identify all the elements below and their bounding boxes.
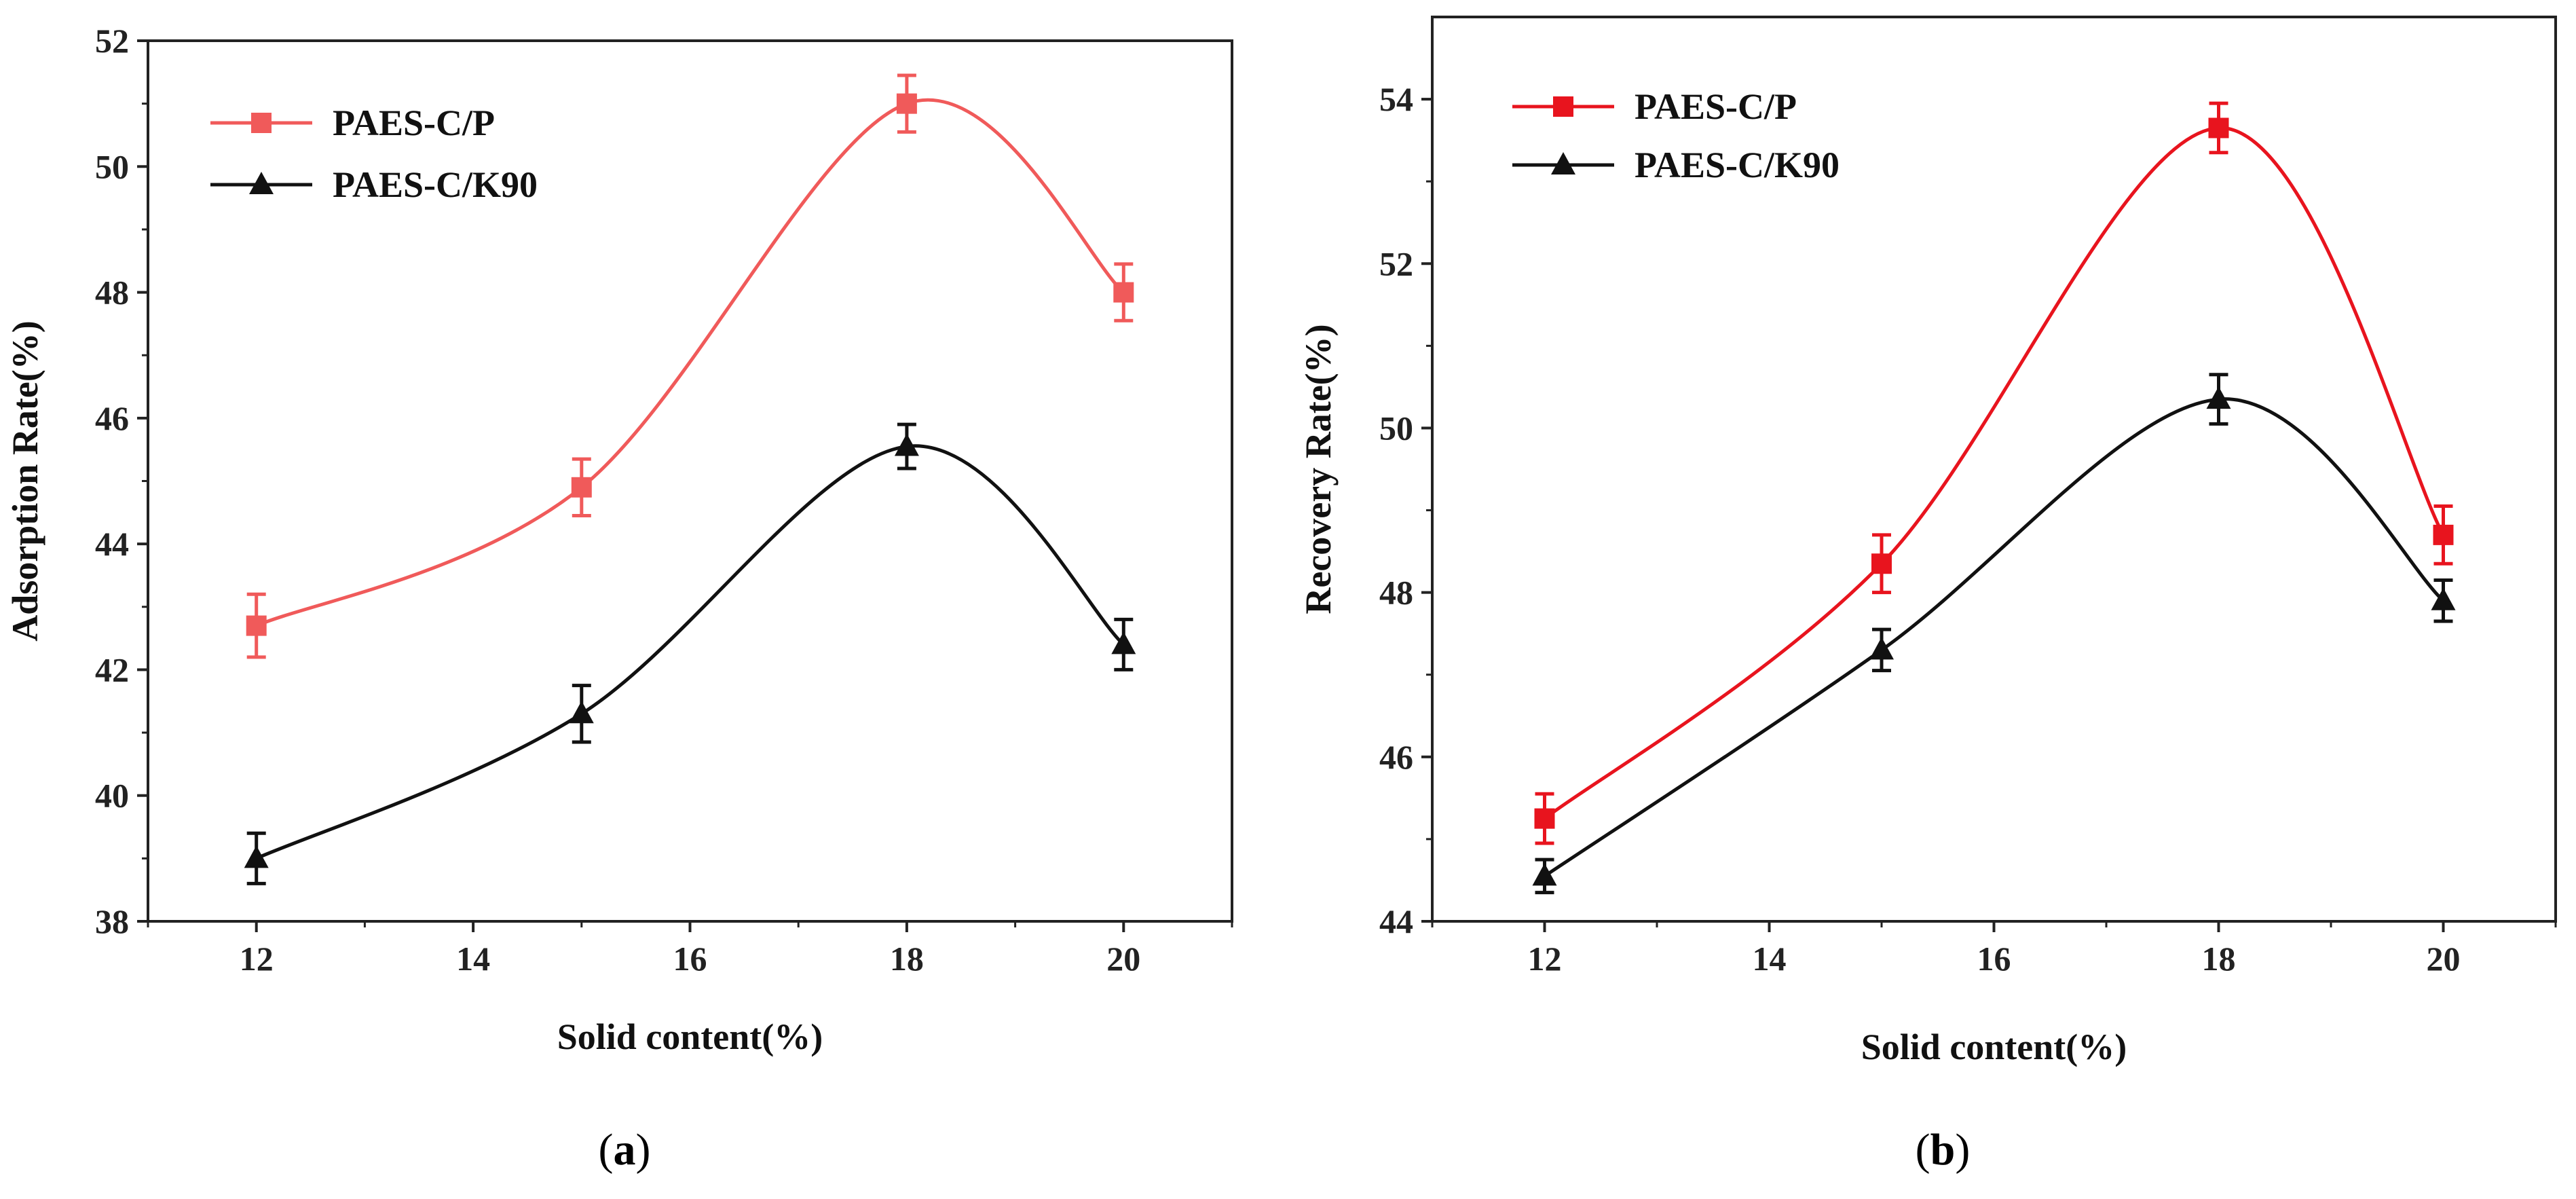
x-axis-title: Solid content(%) bbox=[557, 1016, 823, 1057]
x-tick-label: 14 bbox=[456, 940, 490, 978]
panel-label-open: ( bbox=[599, 1125, 614, 1175]
panel-label-open: ( bbox=[1916, 1125, 1930, 1175]
legend-entry: PAES-C/P bbox=[1635, 86, 1797, 127]
plot-frame bbox=[1431, 16, 2557, 923]
x-tick-label: 16 bbox=[673, 940, 707, 978]
data-point bbox=[569, 701, 594, 724]
y-tick-label: 44 bbox=[1379, 902, 1413, 940]
data-point bbox=[1532, 863, 1557, 886]
legend-marker bbox=[249, 172, 274, 194]
data-point bbox=[246, 615, 267, 636]
panel-label-close: ) bbox=[636, 1125, 651, 1175]
y-tick-label: 52 bbox=[1379, 244, 1413, 282]
y-tick-label: 52 bbox=[95, 22, 129, 60]
y-tick-label: 42 bbox=[95, 650, 129, 688]
x-tick-label: 14 bbox=[1753, 940, 1787, 978]
series-PAES-C/P bbox=[1534, 101, 2454, 845]
x-tick-label: 18 bbox=[2202, 940, 2236, 978]
legend-marker bbox=[1553, 96, 1573, 117]
panel-label-letter: b bbox=[1930, 1125, 1956, 1175]
chart-panel-b: 12 14 16 18 20 44 46 48 50 52 54 Solid content(%) Re… bbox=[1298, 16, 2557, 1175]
panel-label: (b) bbox=[1916, 1125, 1971, 1175]
panel-label: (a) bbox=[599, 1125, 651, 1175]
y-tick-label: 54 bbox=[1379, 80, 1413, 118]
y-axis-title: Recovery Rate(%) bbox=[1298, 324, 1339, 614]
y-tick-label: 50 bbox=[1379, 409, 1413, 447]
panel-label-letter: a bbox=[614, 1125, 636, 1175]
data-point bbox=[2206, 386, 2231, 409]
data-point bbox=[1534, 808, 1555, 829]
panel-label-close: ) bbox=[1955, 1125, 1970, 1175]
data-point bbox=[1111, 631, 1136, 654]
y-tick-label: 38 bbox=[95, 902, 129, 940]
y-tick-label: 46 bbox=[95, 399, 129, 437]
x-tick-label: 16 bbox=[1977, 940, 2011, 978]
chart-panel-a: 12 14 16 18 20 38 40 42 44 46 48 50 52 Solid content(… bbox=[5, 22, 1233, 1175]
data-point bbox=[1869, 637, 1894, 660]
legend-entry: PAES-C/P bbox=[333, 103, 495, 143]
series-line bbox=[1544, 397, 2445, 878]
series-PAES-C/K90 bbox=[244, 422, 1136, 885]
data-point bbox=[1113, 282, 1134, 303]
series-line bbox=[1543, 126, 2445, 820]
x-tick-label: 12 bbox=[240, 940, 274, 978]
x-tick-label: 12 bbox=[1528, 940, 1562, 978]
y-tick-label: 46 bbox=[1379, 738, 1413, 776]
data-point bbox=[894, 433, 919, 456]
series-line bbox=[255, 444, 1125, 860]
legend-marker bbox=[251, 113, 272, 133]
series-PAES-C/P bbox=[246, 73, 1134, 659]
data-point bbox=[2433, 524, 2454, 545]
legend-marker bbox=[1551, 152, 1575, 174]
series-PAES-C/K90 bbox=[1532, 373, 2456, 895]
y-tick-label: 40 bbox=[95, 777, 129, 815]
y-tick-label: 48 bbox=[1379, 574, 1413, 612]
data-point bbox=[2431, 587, 2456, 610]
x-tick-label: 20 bbox=[2427, 940, 2461, 978]
y-tick-label: 48 bbox=[95, 274, 129, 312]
data-point bbox=[896, 93, 917, 114]
plot-frame bbox=[147, 39, 1233, 923]
legend: PAES-C/P PAES-C/K90 bbox=[210, 103, 538, 205]
series-line bbox=[255, 98, 1125, 627]
data-point bbox=[1871, 553, 1892, 574]
x-tick-label: 18 bbox=[890, 940, 924, 978]
x-axis-title: Solid content(%) bbox=[1861, 1027, 2127, 1067]
y-tick-label: 44 bbox=[95, 525, 129, 563]
data-point bbox=[571, 477, 592, 498]
x-tick-label: 20 bbox=[1106, 940, 1140, 978]
legend-entry: PAES-C/K90 bbox=[333, 164, 538, 205]
legend: PAES-C/P PAES-C/K90 bbox=[1512, 86, 1840, 185]
y-axis-title: Adsorption Rate(%) bbox=[5, 320, 45, 641]
y-tick-label: 50 bbox=[95, 147, 129, 185]
data-point bbox=[2208, 117, 2229, 139]
data-point bbox=[244, 845, 269, 868]
legend-entry: PAES-C/K90 bbox=[1635, 145, 1840, 185]
